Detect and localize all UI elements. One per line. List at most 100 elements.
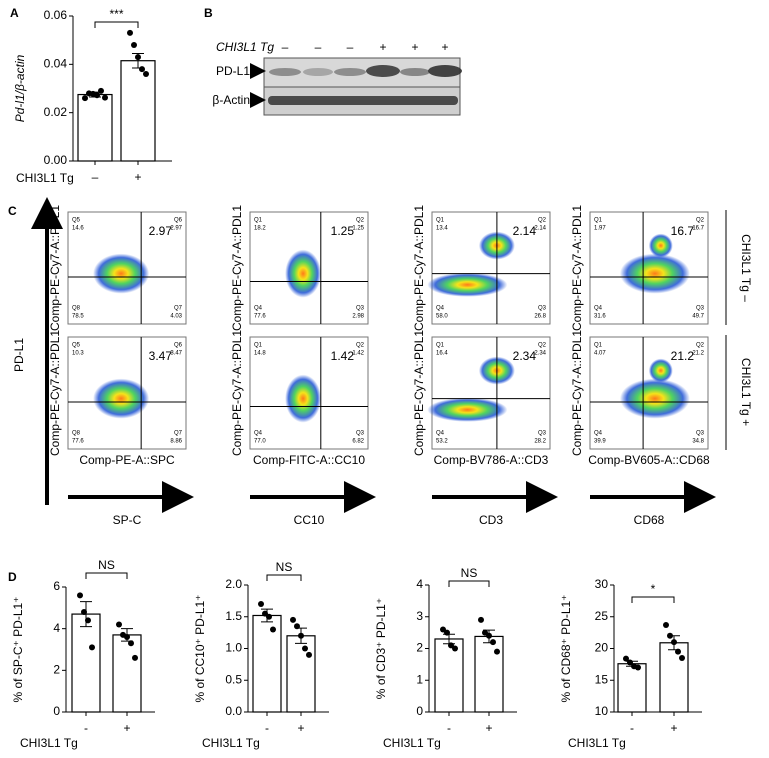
marker-label: CD68 [634, 513, 665, 527]
flow-plot-frame [431, 336, 551, 450]
data-point [494, 648, 500, 655]
quadrant-value: 3.47 [170, 351, 182, 357]
plot-y-label: Comp-PE-Cy7-A::PDL1 [412, 330, 426, 456]
y-tick-label: 6 [53, 579, 60, 593]
bar [112, 634, 142, 713]
lane-label: – [282, 40, 289, 54]
data-point [89, 644, 95, 651]
x-tick-label: - [265, 721, 269, 735]
band-label: PD-L1 [216, 64, 250, 78]
row-label: CHI3L1 Tg – [739, 234, 753, 302]
quadrant-value: 13.4 [436, 226, 448, 232]
x-tick-label: – [92, 170, 99, 184]
quadrant-name: Q4 [594, 306, 603, 312]
band [366, 65, 400, 77]
y-tick-label: 0 [53, 704, 60, 718]
cell-cloud [648, 233, 673, 258]
quadrant-value: 39.9 [594, 439, 606, 445]
quadrant-value: 31.6 [594, 314, 606, 320]
quadrant-value: 1.25 [352, 226, 364, 232]
bar [434, 638, 464, 713]
cell-cloud [619, 378, 690, 419]
marker-label: CD3 [479, 513, 503, 527]
x-tick-label: - [630, 721, 634, 735]
data-point [298, 632, 304, 639]
quadrant-value: 2.14 [534, 226, 546, 232]
quadrant-value: 14.6 [72, 226, 84, 232]
data-point [85, 617, 91, 624]
lane-label: + [379, 40, 386, 54]
data-point [128, 640, 134, 647]
data-point [444, 629, 450, 636]
flow-plot-frame [67, 336, 187, 450]
y-axis-label: % of CD68⁺ PD-L1⁺ [559, 594, 573, 702]
bar [71, 613, 101, 713]
x-axis-label: CHI3L1 Tg [202, 736, 260, 750]
western-blot [250, 57, 462, 116]
data-point [679, 655, 685, 662]
plot-y-label: Comp-PE-Cy7-A::PDL1 [412, 205, 426, 331]
plot-x-label: Comp-BV605-A::CD68 [588, 453, 710, 467]
data-point [306, 651, 312, 658]
plot-y-label: Comp-PE-Cy7-A::PDL1 [230, 330, 244, 456]
data-point [262, 610, 268, 617]
data-point [623, 655, 629, 662]
quadrant-name: Q4 [254, 306, 263, 312]
y-axis-label: Pd-l1/β-actin [13, 54, 27, 122]
highlight-value: 1.25 [331, 224, 355, 238]
significance-bracket [448, 580, 490, 587]
band [269, 68, 301, 76]
x-tick-label: + [297, 721, 304, 735]
lane-label: – [315, 40, 322, 54]
quadrant-value: 77.0 [254, 439, 266, 445]
significance: * [651, 582, 656, 596]
plot-y-label: Comp-PE-Cy7-A::PDL1 [48, 330, 62, 456]
data-point [478, 616, 484, 623]
cell-cloud [285, 374, 322, 423]
quadrant-value: 21.2 [692, 351, 704, 357]
data-point [81, 609, 87, 615]
data-point [294, 623, 300, 630]
panel-label: D [8, 570, 17, 584]
y-tick-label: 30 [595, 577, 609, 591]
band [268, 96, 458, 105]
quadrant-value: 4.07 [594, 351, 606, 357]
band-label: β-Actin [212, 93, 250, 107]
plot-x-label: Comp-PE-A::SPC [79, 453, 175, 467]
y-tick-label: 0.00 [44, 153, 68, 167]
highlight-value: 2.97 [149, 224, 173, 238]
x-axis-label: CHI3L1 Tg [20, 736, 78, 750]
quadrant-value: 4.03 [170, 314, 182, 320]
quadrant-value: 49.7 [692, 314, 704, 320]
data-point [671, 639, 677, 646]
flow-plot-frame [431, 211, 551, 325]
quadrant-value: 16.7 [692, 226, 704, 232]
data-point [270, 626, 276, 633]
quadrant-value: 53.2 [436, 439, 448, 445]
significance-bracket [631, 596, 675, 603]
quadrant-name: Q1 [436, 218, 445, 224]
lane-label: + [411, 40, 418, 54]
y-tick-label: 4 [53, 621, 60, 635]
quadrant-value: 14.8 [254, 351, 266, 357]
x-tick-label: + [123, 721, 130, 735]
data-point [98, 87, 104, 94]
quadrant-name: Q1 [594, 343, 603, 349]
data-point [266, 613, 272, 620]
data-point [102, 94, 108, 101]
x-axis-label: CHI3L1 Tg [568, 736, 626, 750]
significance-bracket [85, 572, 128, 579]
y-tick-label: 20 [595, 641, 609, 655]
highlight-value: 21.2 [671, 349, 695, 363]
data-point [663, 622, 669, 629]
band [428, 65, 462, 77]
quadrant-value: 26.8 [534, 314, 546, 320]
highlight-value: 2.14 [513, 224, 537, 238]
y-tick-label: 4 [416, 577, 423, 591]
quadrant-name: Q7 [174, 431, 183, 437]
flow-axes [31, 197, 727, 505]
data-point [131, 42, 137, 48]
data-point [124, 634, 130, 640]
highlight-value: 3.47 [149, 349, 173, 363]
